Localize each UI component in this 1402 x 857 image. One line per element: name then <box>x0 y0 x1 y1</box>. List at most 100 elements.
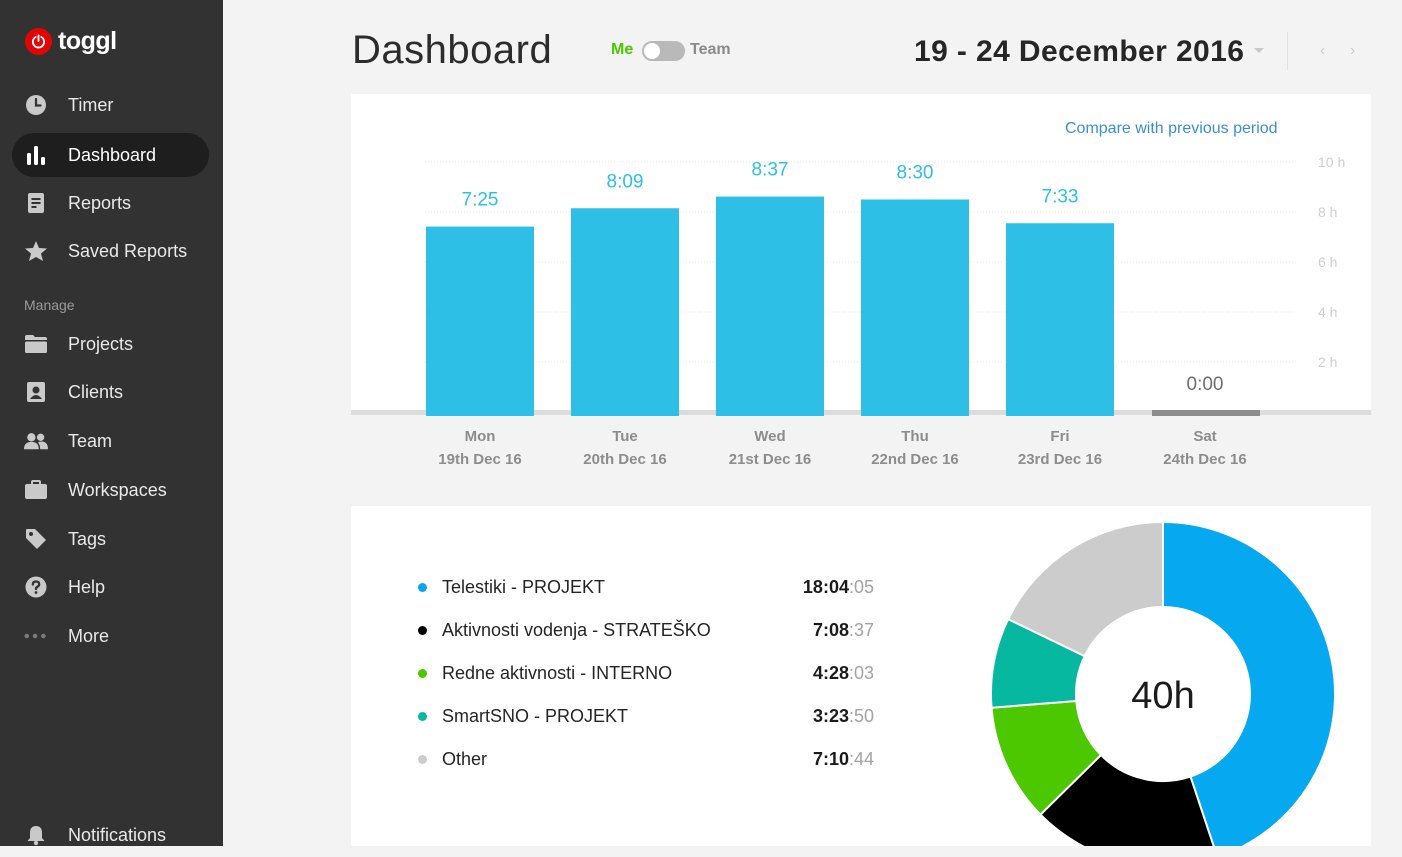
sidebar-item-projects[interactable]: Projects <box>12 322 209 366</box>
y-tick-label: 2 h <box>1318 354 1337 370</box>
time-seconds: :03 <box>848 663 874 683</box>
briefcase-icon <box>24 479 48 501</box>
sidebar-item-label: Dashboard <box>68 145 157 165</box>
sidebar-item-more[interactable]: More <box>12 614 209 658</box>
time-hours-minutes: 3:23 <box>812 706 849 726</box>
y-tick-label: 6 h <box>1318 254 1337 270</box>
sidebar-item-label: Projects <box>68 334 134 354</box>
x-tick-day: Tue <box>612 428 638 445</box>
sidebar-item-label: Clients <box>68 382 124 402</box>
previous-period-button[interactable]: ‹ <box>1320 42 1325 59</box>
project-name: Telestiki - PROJEKT <box>442 577 606 597</box>
x-tick-date: 20th Dec 16 <box>583 451 666 468</box>
time-seconds: :50 <box>848 706 874 726</box>
donut-total-label: 40h <box>1131 675 1194 717</box>
bar-value-label: 0:00 <box>1187 374 1224 395</box>
sidebar-item-timer[interactable]: Timer <box>12 83 209 127</box>
sidebar-item-tags[interactable]: Tags <box>12 517 209 561</box>
tag-icon <box>24 528 48 550</box>
project-time: 4:28:03 <box>813 662 874 684</box>
legend-row: Other 7:10:44 <box>418 747 878 771</box>
chevron-down-icon[interactable] <box>1254 48 1264 53</box>
sidebar-item-label: Workspaces <box>68 480 167 500</box>
dots-icon <box>24 625 48 647</box>
time-hours-minutes: 7:08 <box>812 620 849 640</box>
date-range-picker[interactable]: 19 - 24 December 2016 <box>914 35 1245 68</box>
time-hours-minutes: 7:10 <box>812 749 849 769</box>
donut-slice <box>1038 753 1215 846</box>
sidebar-item-dashboard[interactable]: Dashboard <box>12 133 209 177</box>
x-tick-day: Mon <box>465 428 496 445</box>
header-divider <box>1287 32 1288 70</box>
project-time: 3:23:50 <box>813 705 874 727</box>
x-tick-date: 21st Dec 16 <box>729 451 812 468</box>
sidebar-item-help[interactable]: Help <box>12 565 209 609</box>
contact-card-icon <box>24 381 48 403</box>
project-name: SmartSNO - PROJEKT <box>442 706 629 726</box>
legend-dot <box>418 583 427 592</box>
bar <box>571 208 679 416</box>
logo-text: toggl <box>58 27 117 55</box>
sidebar-item-team[interactable]: Team <box>12 419 209 463</box>
toggle-me-label[interactable]: Me <box>611 41 634 58</box>
folder-icon <box>24 333 48 355</box>
power-icon <box>25 28 52 55</box>
time-seconds: :05 <box>848 577 874 597</box>
x-tick-day: Fri <box>1050 428 1069 445</box>
project-time: 18:04:05 <box>803 576 874 598</box>
project-name: Redne aktivnosti - INTERNO <box>442 663 673 683</box>
sidebar-item-saved-reports[interactable]: Saved Reports <box>12 229 209 273</box>
donut-slice <box>1162 520 1336 846</box>
sidebar-item-label: Help <box>68 577 106 597</box>
time-hours-minutes: 18:04 <box>802 577 849 597</box>
x-tick-day: Wed <box>754 428 785 445</box>
toggle-knob <box>644 43 660 59</box>
legend-row: SmartSNO - PROJEKT 3:23:50 <box>418 704 878 728</box>
people-icon <box>24 430 48 452</box>
x-tick-date: 22nd Dec 16 <box>871 451 959 468</box>
bar-chart-icon <box>24 144 48 166</box>
project-time: 7:10:44 <box>813 748 874 770</box>
legend-row: Redne aktivnosti - INTERNO 4:28:03 <box>418 661 878 685</box>
bar-value-label: 8:37 <box>752 160 789 181</box>
me-team-toggle[interactable] <box>642 41 685 61</box>
project-name: Aktivnosti vodenja - STRATEŠKO <box>442 620 711 640</box>
bar <box>1006 223 1114 416</box>
bar-value-label: 8:09 <box>607 171 644 192</box>
sidebar-item-label: Saved Reports <box>68 241 188 261</box>
page-title: Dashboard <box>352 28 553 72</box>
sidebar-item-reports[interactable]: Reports <box>12 181 209 225</box>
time-seconds: :37 <box>848 620 874 640</box>
x-tick-date: 19th Dec 16 <box>438 451 521 468</box>
toggle-team-label[interactable]: Team <box>690 41 731 58</box>
document-icon <box>24 192 48 214</box>
sidebar-item-label: Tags <box>68 529 107 549</box>
sidebar: toggl Timer Dashboard <box>0 0 223 846</box>
sidebar-item-notifications[interactable]: Notifications <box>12 813 209 857</box>
project-time: 7:08:37 <box>813 619 874 641</box>
y-tick-label: 8 h <box>1318 204 1337 220</box>
x-tick-date: 24th Dec 16 <box>1163 451 1246 468</box>
sidebar-item-workspaces[interactable]: Workspaces <box>12 468 209 512</box>
donut-slice <box>1006 520 1164 658</box>
x-tick-day: Sat <box>1193 428 1216 445</box>
legend-row: Aktivnosti vodenja - STRATEŠKO 7:08:37 <box>418 618 878 642</box>
legend-dot <box>418 669 427 678</box>
bar <box>861 199 969 416</box>
bar <box>426 226 534 416</box>
compare-previous-period-link[interactable]: Compare with previous period <box>1065 120 1278 137</box>
toggl-logo[interactable]: toggl <box>25 28 117 55</box>
legend-dot <box>418 712 427 721</box>
legend-row: Telestiki - PROJEKT 18:04:05 <box>418 575 878 599</box>
next-period-button[interactable]: › <box>1350 42 1355 59</box>
sidebar-item-clients[interactable]: Clients <box>12 370 209 414</box>
manage-section-label: Manage <box>24 297 75 313</box>
time-seconds: :44 <box>848 749 874 769</box>
bar-value-label: 7:25 <box>462 190 499 211</box>
sidebar-item-label: More <box>68 626 110 646</box>
donut-group <box>990 520 1336 846</box>
clock-icon <box>24 94 48 116</box>
project-name: Other <box>442 749 488 769</box>
